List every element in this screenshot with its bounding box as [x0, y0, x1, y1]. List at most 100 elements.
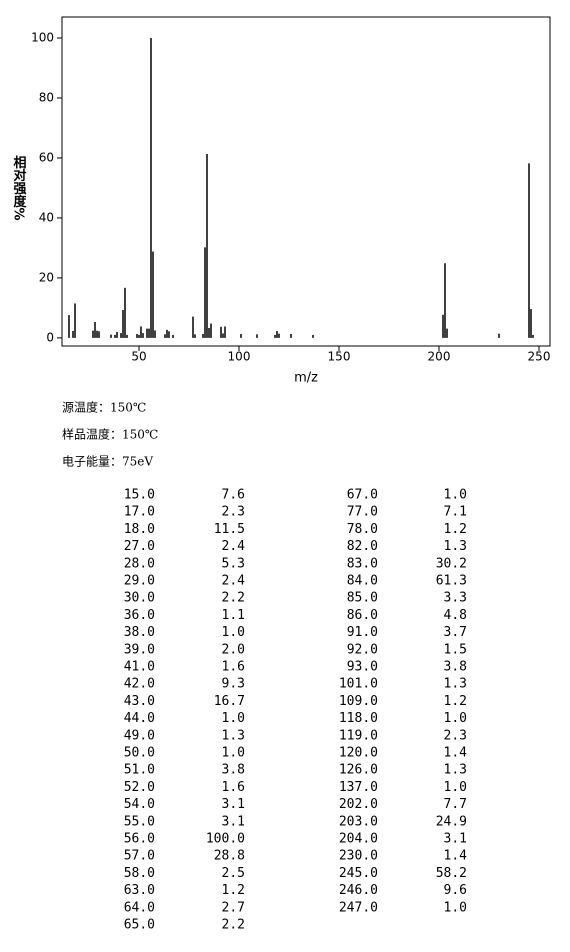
y-tick-label: 100 — [31, 30, 54, 44]
note: 源温度：150℃ — [62, 400, 146, 415]
y-tick-label: 20 — [39, 270, 54, 284]
mz-cell: 56.0 — [124, 832, 155, 847]
intensity-cell: 3.1 — [444, 832, 467, 847]
mz-cell: 85.0 — [347, 591, 378, 606]
intensity-cell: 2.4 — [222, 574, 246, 589]
intensity-cell: 1.0 — [222, 746, 245, 761]
mz-cell: 202.0 — [339, 797, 378, 812]
intensity-cell: 2.5 — [222, 866, 245, 881]
mz-cell: 55.0 — [124, 814, 155, 829]
mz-cell: 119.0 — [339, 728, 378, 743]
intensity-cell: 2.4 — [222, 539, 246, 554]
intensity-cell: 16.7 — [214, 694, 245, 709]
mz-cell: 58.0 — [124, 866, 155, 881]
mz-cell: 101.0 — [339, 677, 378, 692]
mz-cell: 118.0 — [339, 711, 378, 726]
intensity-cell: 100.0 — [206, 832, 245, 847]
intensity-cell: 1.2 — [444, 694, 467, 709]
mz-cell: 203.0 — [339, 814, 378, 829]
intensity-cell: 2.3 — [222, 505, 245, 520]
intensity-cell: 11.5 — [214, 522, 245, 537]
intensity-cell: 1.5 — [444, 642, 467, 657]
mz-cell: 126.0 — [339, 763, 378, 778]
intensity-cell: 3.8 — [444, 660, 467, 675]
intensity-cell: 1.0 — [222, 625, 245, 640]
intensity-cell: 9.3 — [222, 677, 245, 692]
mz-cell: 52.0 — [124, 780, 155, 795]
mz-cell: 29.0 — [124, 574, 155, 589]
intensity-cell: 2.3 — [444, 728, 467, 743]
note: 样品温度：150℃ — [62, 427, 158, 442]
intensity-cell: 24.9 — [436, 814, 467, 829]
y-tick-label: 40 — [39, 210, 54, 224]
mz-cell: 83.0 — [347, 556, 378, 571]
mz-cell: 15.0 — [124, 488, 155, 503]
intensity-cell: 1.0 — [444, 711, 467, 726]
intensity-cell: 1.0 — [444, 780, 467, 795]
intensity-cell: 1.0 — [222, 711, 245, 726]
mz-cell: 247.0 — [339, 900, 378, 915]
mz-cell: 50.0 — [124, 746, 155, 761]
x-tick-label: 250 — [528, 350, 551, 364]
intensity-cell: 1.1 — [222, 608, 245, 623]
y-tick-label: 60 — [39, 150, 54, 164]
y-axis-label: 相对强度% — [11, 155, 27, 221]
mz-cell: 63.0 — [124, 883, 155, 898]
intensity-cell: 58.2 — [436, 866, 467, 881]
x-tick-label: 50 — [131, 350, 146, 364]
mz-cell: 78.0 — [347, 522, 378, 537]
note: 电子能量：75eV — [62, 455, 153, 469]
mz-cell: 109.0 — [339, 694, 378, 709]
intensity-cell: 28.8 — [214, 849, 245, 864]
intensity-cell: 3.7 — [444, 625, 467, 640]
intensity-cell: 1.2 — [222, 883, 245, 898]
intensity-cell: 1.6 — [222, 780, 245, 795]
mz-cell: 67.0 — [347, 488, 378, 503]
mz-cell: 44.0 — [124, 711, 155, 726]
mz-cell: 41.0 — [124, 660, 155, 675]
intensity-cell: 1.4 — [444, 746, 468, 761]
intensity-cell: 1.3 — [444, 677, 467, 692]
mz-cell: 49.0 — [124, 728, 155, 743]
intensity-cell: 5.3 — [222, 556, 245, 571]
intensity-cell: 4.8 — [444, 608, 467, 623]
intensity-cell: 2.2 — [222, 918, 245, 933]
intensity-cell: 1.4 — [444, 849, 468, 864]
mz-cell: 230.0 — [339, 849, 378, 864]
x-tick-label: 150 — [328, 350, 351, 364]
intensity-cell: 1.3 — [444, 763, 467, 778]
intensity-cell: 1.3 — [222, 728, 245, 743]
mz-cell: 93.0 — [347, 660, 378, 675]
mz-cell: 57.0 — [124, 849, 155, 864]
mz-cell: 92.0 — [347, 642, 378, 657]
intensity-cell: 3.1 — [222, 797, 245, 812]
mz-cell: 30.0 — [124, 591, 155, 606]
y-tick-label: 0 — [46, 330, 54, 344]
mz-cell: 64.0 — [124, 900, 155, 915]
mz-cell: 86.0 — [347, 608, 378, 623]
intensity-cell: 7.7 — [444, 797, 467, 812]
mz-cell: 28.0 — [124, 556, 155, 571]
intensity-cell: 7.1 — [444, 505, 467, 520]
intensity-cell: 1.3 — [444, 539, 467, 554]
intensity-cell: 9.6 — [444, 883, 467, 898]
mz-cell: 246.0 — [339, 883, 378, 898]
mz-cell: 65.0 — [124, 918, 155, 933]
intensity-cell: 3.3 — [444, 591, 467, 606]
intensity-cell: 7.6 — [222, 488, 245, 503]
intensity-cell: 30.2 — [436, 556, 467, 571]
intensity-cell: 1.0 — [444, 900, 467, 915]
mz-cell: 27.0 — [124, 539, 155, 554]
mz-cell: 51.0 — [124, 763, 155, 778]
mz-cell: 82.0 — [347, 539, 378, 554]
intensity-cell: 1.2 — [444, 522, 467, 537]
mz-cell: 204.0 — [339, 832, 378, 847]
intensity-cell: 1.6 — [222, 660, 245, 675]
mz-cell: 91.0 — [347, 625, 378, 640]
mz-cell: 39.0 — [124, 642, 155, 657]
intensity-cell: 3.8 — [222, 763, 245, 778]
intensity-cell: 3.1 — [222, 814, 245, 829]
intensity-cell: 2.2 — [222, 591, 245, 606]
